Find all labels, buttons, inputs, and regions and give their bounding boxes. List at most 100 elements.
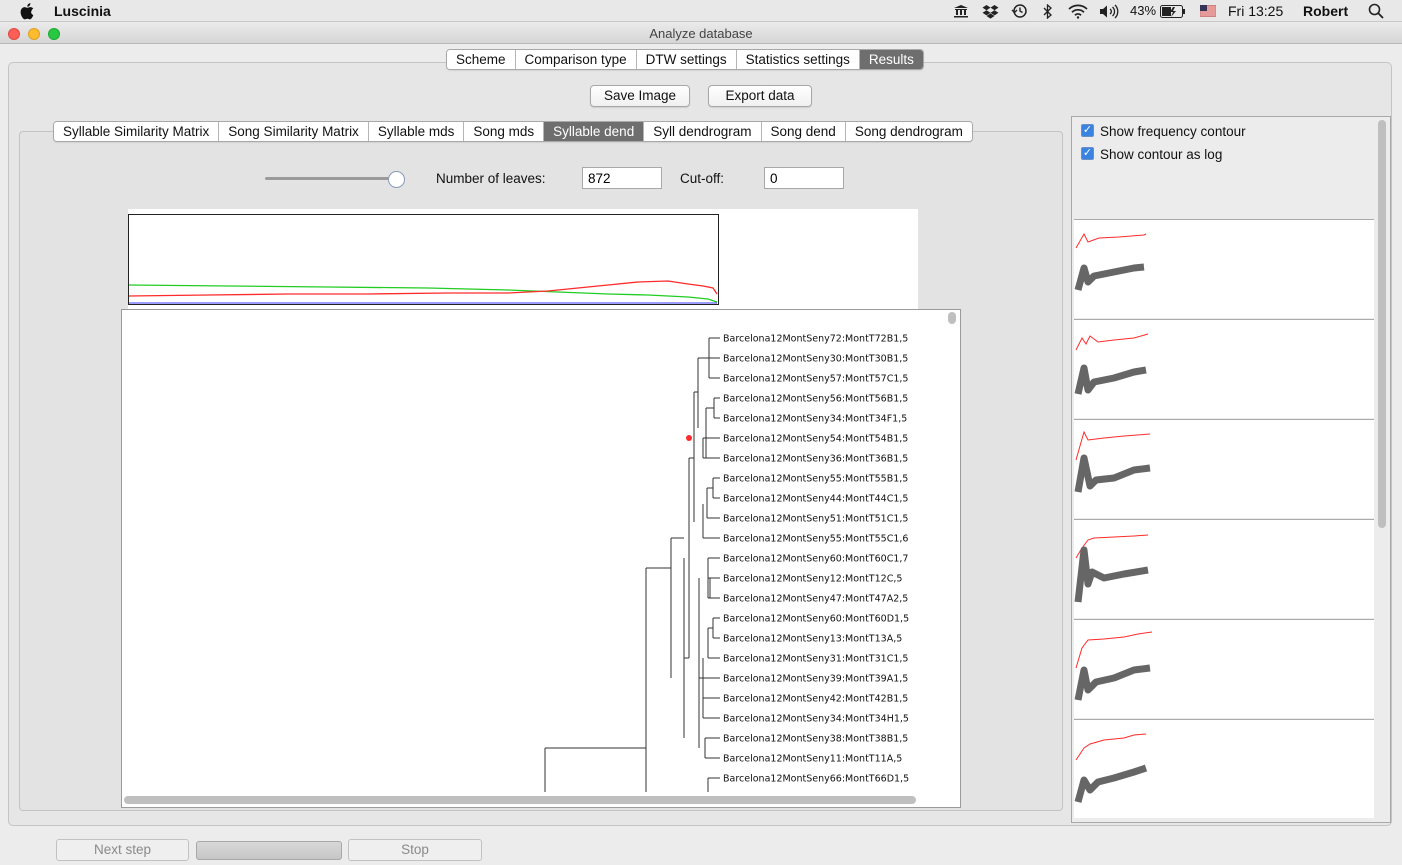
contour-panel-scrollbar[interactable] — [1378, 120, 1386, 528]
volume-icon[interactable] — [1098, 3, 1120, 19]
number-of-leaves-label: Number of leaves: — [436, 171, 546, 186]
tab-song-dend[interactable]: Song dend — [761, 122, 846, 141]
leaf-label: Barcelona12MontSeny39:MontT39A1,5 — [723, 674, 908, 685]
contour-thumbnail[interactable] — [1074, 519, 1374, 618]
leaf-label: Barcelona12MontSeny56:MontT56B1,5 — [723, 394, 908, 405]
leaf-label: Barcelona12MontSeny55:MontT55B1,5 — [723, 474, 908, 485]
dropbox-icon[interactable] — [981, 3, 999, 19]
zoom-window-button[interactable] — [48, 28, 60, 40]
tab-syll-dendrogram[interactable]: Syll dendrogram — [644, 122, 762, 141]
contour-thumbnail[interactable] — [1074, 319, 1374, 418]
app-name[interactable]: Luscinia — [54, 3, 111, 19]
export-data-button[interactable]: Export data — [708, 85, 812, 107]
frequency-contour-red — [1075, 733, 1147, 761]
cut-off-input[interactable] — [764, 167, 844, 189]
leaf-label: Barcelona12MontSeny60:MontT60C1,7 — [723, 554, 908, 565]
leaf-label: Barcelona12MontSeny38:MontT38B1,5 — [723, 734, 908, 745]
save-image-button[interactable]: Save Image — [590, 85, 690, 107]
minimize-window-button[interactable] — [28, 28, 40, 40]
leaf-label: Barcelona12MontSeny34:MontT34F1,5 — [723, 414, 907, 425]
leaf-label: Barcelona12MontSeny34:MontT34H1,5 — [723, 714, 909, 725]
leaf-label: Barcelona12MontSeny55:MontT55C1,6 — [723, 534, 908, 545]
tab-syllable-mds[interactable]: Syllable mds — [368, 122, 465, 141]
tab-comparison-type[interactable]: Comparison type — [515, 50, 637, 69]
show-contour-as-log-checkbox[interactable]: ✓ — [1081, 147, 1094, 160]
leaf-label: Barcelona12MontSeny12:MontT12C,5 — [723, 574, 902, 585]
frequency-contour-gray — [1074, 764, 1148, 803]
window-titlebar: Analyze database — [0, 22, 1402, 44]
tab-syllable-dend[interactable]: Syllable dend — [544, 122, 645, 141]
dendrogram-vertical-scrollbar[interactable] — [948, 312, 956, 324]
spotlight-search-icon[interactable] — [1367, 3, 1385, 19]
zoom-slider-knob[interactable] — [388, 171, 405, 188]
progress-bar — [196, 841, 342, 860]
menubar-user[interactable]: Robert — [1303, 3, 1349, 19]
tab-statistics-settings[interactable]: Statistics settings — [736, 50, 860, 69]
tab-results[interactable]: Results — [859, 50, 923, 69]
close-window-button[interactable] — [8, 28, 20, 40]
leaf-label: Barcelona12MontSeny51:MontT51C1,5 — [723, 514, 908, 525]
frequency-contour-gray — [1074, 263, 1145, 291]
series-red-line — [128, 280, 718, 297]
leaf-label: Barcelona12MontSeny60:MontT60D1,5 — [723, 614, 909, 625]
museum-icon[interactable] — [952, 3, 970, 19]
frequency-contour-gray — [1074, 546, 1149, 603]
frequency-contour-red — [1075, 430, 1151, 461]
zoom-slider-track[interactable] — [265, 177, 397, 180]
battery-icon[interactable] — [1160, 3, 1186, 19]
leaf-label: Barcelona12MontSeny36:MontT36B1,5 — [723, 454, 908, 465]
next-step-button[interactable]: Next step — [56, 839, 189, 861]
leaf-label: Barcelona12MontSeny44:MontT44C1,5 — [723, 494, 908, 505]
tab-scheme[interactable]: Scheme — [447, 50, 516, 69]
time-machine-icon[interactable] — [1010, 3, 1028, 19]
frequency-contour-red — [1075, 232, 1147, 249]
leaf-label: Barcelona12MontSeny57:MontT57C1,5 — [723, 374, 908, 385]
cut-off-label: Cut-off: — [680, 171, 725, 186]
show-frequency-contour-label: Show frequency contour — [1100, 124, 1246, 139]
selected-node-marker — [686, 435, 692, 441]
number-of-leaves-input[interactable] — [582, 167, 662, 189]
result-tabs: Syllable Similarity Matrix Song Similari… — [53, 121, 973, 142]
menu-bar: Luscinia 43% Fri 13:25 Robert — [0, 0, 1402, 22]
frequency-contour-gray — [1074, 454, 1151, 493]
frequency-contour-gray — [1074, 364, 1147, 395]
wifi-icon[interactable] — [1067, 3, 1089, 19]
tab-song-similarity-matrix[interactable]: Song Similarity Matrix — [219, 122, 369, 141]
menubar-clock[interactable]: Fri 13:25 — [1228, 3, 1284, 19]
frequency-contour-gray — [1074, 664, 1151, 701]
frequency-contour-red — [1075, 631, 1153, 669]
leaf-overview-chart — [128, 209, 918, 309]
contour-thumbnail[interactable] — [1074, 719, 1374, 818]
leaf-label: Barcelona12MontSeny30:MontT30B1,5 — [723, 354, 908, 365]
contour-thumbnail[interactable] — [1074, 219, 1374, 318]
overview-frame — [128, 214, 719, 305]
leaf-label: Barcelona12MontSeny31:MontT31C1,5 — [723, 654, 908, 665]
contour-thumbnail[interactable] — [1074, 419, 1374, 518]
leaf-label: Barcelona12MontSeny47:MontT47A2,5 — [723, 594, 908, 605]
leaf-label: Barcelona12MontSeny72:MontT72B1,5 — [723, 334, 908, 345]
dendrogram-view[interactable] — [121, 309, 961, 808]
frequency-contour-red — [1075, 333, 1149, 351]
leaf-label: Barcelona12MontSeny13:MontT13A,5 — [723, 634, 902, 645]
tab-syllable-similarity-matrix[interactable]: Syllable Similarity Matrix — [54, 122, 220, 141]
leaf-label: Barcelona12MontSeny54:MontT54B1,5 — [723, 434, 908, 445]
leaf-label: Barcelona12MontSeny42:MontT42B1,5 — [723, 694, 908, 705]
series-green-line — [128, 284, 718, 303]
us-flag-icon[interactable] — [1199, 3, 1217, 19]
show-contour-as-log-label: Show contour as log — [1100, 147, 1223, 162]
dendrogram-horizontal-scrollbar[interactable] — [124, 796, 916, 804]
window-title: Analyze database — [649, 26, 753, 41]
battery-percent: 43% — [1130, 3, 1157, 18]
tab-song-mds[interactable]: Song mds — [464, 122, 545, 141]
leaf-label: Barcelona12MontSeny66:MontT66D1,5 — [723, 774, 909, 785]
bluetooth-icon[interactable] — [1041, 3, 1055, 19]
stop-button[interactable]: Stop — [348, 839, 482, 861]
tab-dtw-settings[interactable]: DTW settings — [636, 50, 737, 69]
show-frequency-contour-checkbox[interactable]: ✓ — [1081, 124, 1094, 137]
contour-thumbnail[interactable] — [1074, 619, 1374, 718]
analysis-tabs: Scheme Comparison type DTW settings Stat… — [446, 49, 924, 70]
tab-song-dendrogram[interactable]: Song dendrogram — [845, 122, 972, 141]
dendrogram-canvas: Barcelona12MontSeny72:MontT72B1,5 Barcelo… — [544, 334, 909, 792]
leaf-label: Barcelona12MontSeny11:MontT11A,5 — [723, 754, 902, 765]
apple-icon[interactable] — [20, 2, 36, 20]
